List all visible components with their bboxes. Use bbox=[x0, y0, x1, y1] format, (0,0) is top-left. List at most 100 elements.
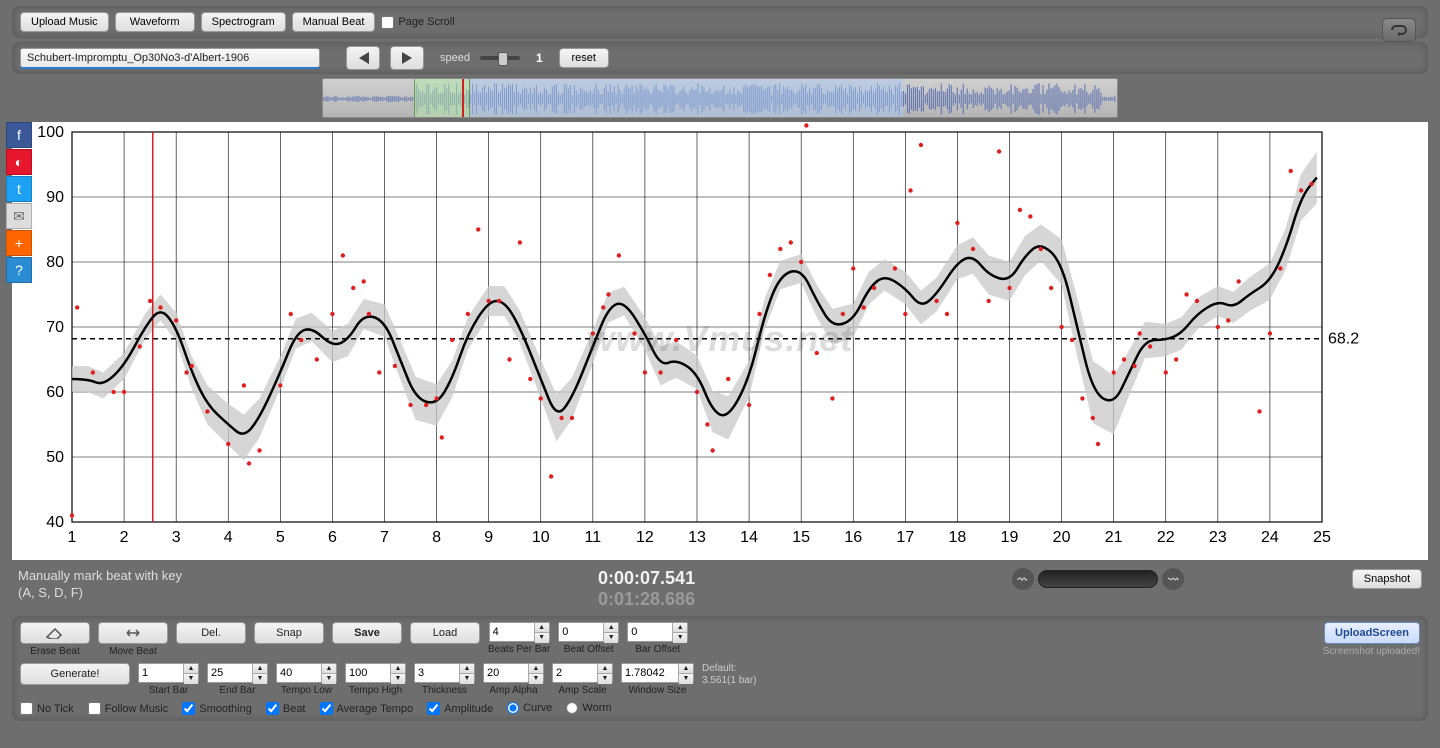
bottom-toolbar: Erase Beat Move Beat Del. Snap Save Load… bbox=[12, 616, 1428, 721]
generate-button[interactable]: Generate! bbox=[20, 663, 130, 685]
svg-text:24: 24 bbox=[1261, 529, 1279, 546]
smoothing-checkbox[interactable]: Smoothing bbox=[182, 702, 252, 715]
svg-text:18: 18 bbox=[949, 529, 967, 546]
manual-beat-button[interactable]: Manual Beat bbox=[292, 12, 376, 32]
svg-text:50: 50 bbox=[46, 449, 64, 466]
volume-right-icon bbox=[1162, 568, 1184, 590]
window-size-input[interactable]: ▲▼ bbox=[621, 663, 694, 683]
svg-text:60: 60 bbox=[46, 384, 64, 401]
save-button[interactable]: Save bbox=[332, 622, 402, 644]
amplitude-checkbox[interactable]: Amplitude bbox=[427, 702, 493, 715]
load-button[interactable]: Load bbox=[410, 622, 480, 644]
svg-text:23: 23 bbox=[1209, 529, 1227, 546]
move-beat-button[interactable] bbox=[98, 622, 168, 644]
volume-slider[interactable] bbox=[1038, 570, 1158, 588]
tempo-high-input[interactable]: ▲▼ bbox=[345, 663, 406, 683]
beats-per-bar-input[interactable]: ▲▼ bbox=[489, 622, 550, 642]
hint-line2: (A, S, D, F) bbox=[18, 585, 438, 602]
svg-text:80: 80 bbox=[46, 254, 64, 271]
svg-text:6: 6 bbox=[328, 529, 337, 546]
beat-offset-group: ▲▼ Beat Offset bbox=[558, 622, 619, 655]
start-bar-input[interactable]: ▲▼ bbox=[138, 663, 199, 683]
svg-text:12: 12 bbox=[636, 529, 654, 546]
svg-text:90: 90 bbox=[46, 189, 64, 206]
tempo-chart: f◐t✉+? 123456789101112131415161718192021… bbox=[12, 122, 1428, 560]
svg-text:14: 14 bbox=[740, 529, 758, 546]
end-bar-input[interactable]: ▲▼ bbox=[207, 663, 268, 683]
play-button[interactable] bbox=[390, 46, 424, 70]
time-current: 0:00:07.541 bbox=[598, 568, 695, 589]
speed-value: 1 bbox=[536, 51, 543, 65]
default-label: Default: bbox=[702, 663, 756, 675]
volume-widget[interactable]: Snapshot bbox=[1012, 568, 1422, 590]
svg-text:17: 17 bbox=[896, 529, 914, 546]
overview-playhead[interactable] bbox=[462, 79, 464, 117]
snap-button[interactable]: Snap bbox=[254, 622, 324, 644]
bar-offset-group: ▲▼ Bar Offset bbox=[627, 622, 688, 655]
default-value: 3.561(1 bar) bbox=[702, 675, 756, 687]
svg-text:22: 22 bbox=[1157, 529, 1175, 546]
prev-button[interactable] bbox=[346, 46, 380, 70]
bar-offset-input[interactable]: ▲▼ bbox=[627, 622, 688, 642]
avg-tempo-checkbox[interactable]: Average Tempo bbox=[320, 702, 414, 715]
facebook-icon[interactable]: f bbox=[6, 122, 32, 148]
svg-text:13: 13 bbox=[688, 529, 706, 546]
del-button[interactable]: Del. bbox=[176, 622, 246, 644]
spectrogram-button[interactable]: Spectrogram bbox=[201, 12, 286, 32]
svg-text:9: 9 bbox=[484, 529, 493, 546]
beat-offset-input[interactable]: ▲▼ bbox=[558, 622, 619, 642]
speed-slider[interactable] bbox=[480, 56, 520, 60]
waveform-button[interactable]: Waveform bbox=[115, 12, 195, 32]
snapshot-button[interactable]: Snapshot bbox=[1352, 569, 1422, 589]
svg-text:20: 20 bbox=[1053, 529, 1071, 546]
move-beat-label: Move Beat bbox=[109, 646, 157, 657]
share-icon[interactable]: + bbox=[6, 230, 32, 256]
svg-text:8: 8 bbox=[432, 529, 441, 546]
chart-svg: 1234567891011121314151617181920212223242… bbox=[12, 122, 1404, 560]
hint-line1: Manually mark beat with key bbox=[18, 568, 438, 585]
page-scroll-label: Page Scroll bbox=[398, 16, 454, 28]
svg-text:1: 1 bbox=[68, 529, 77, 546]
help-icon[interactable]: ? bbox=[6, 257, 32, 283]
follow-music-checkbox[interactable]: Follow Music bbox=[88, 702, 169, 715]
amp-scale-input[interactable]: ▲▼ bbox=[552, 663, 613, 683]
erase-beat-button[interactable] bbox=[20, 622, 90, 644]
speed-label: speed bbox=[440, 52, 470, 64]
upload-music-button[interactable]: Upload Music bbox=[20, 12, 109, 32]
amp-alpha-input[interactable]: ▲▼ bbox=[483, 663, 544, 683]
page-scroll-checkbox[interactable]: Page Scroll bbox=[381, 16, 454, 29]
svg-text:7: 7 bbox=[380, 529, 389, 546]
loop-icon[interactable] bbox=[1382, 18, 1416, 42]
volume-left-icon bbox=[1012, 568, 1034, 590]
filename-field[interactable]: Schubert-Impromptu_Op30No3-d'Albert-1906 bbox=[20, 48, 320, 68]
beats-per-bar-group: ▲▼ Beats Per Bar bbox=[488, 622, 550, 655]
svg-text:16: 16 bbox=[844, 529, 862, 546]
mail-icon[interactable]: ✉ bbox=[6, 203, 32, 229]
playback-bar: Schubert-Impromptu_Op30No3-d'Albert-1906… bbox=[12, 42, 1428, 74]
svg-text:4: 4 bbox=[224, 529, 233, 546]
status-bar: Manually mark beat with key (A, S, D, F)… bbox=[12, 564, 1428, 612]
curve-radio[interactable]: Curve bbox=[507, 702, 552, 714]
svg-text:19: 19 bbox=[1001, 529, 1019, 546]
svg-text:5: 5 bbox=[276, 529, 285, 546]
twitter-icon[interactable]: t bbox=[6, 176, 32, 202]
reset-button[interactable]: reset bbox=[559, 48, 609, 68]
top-toolbar: Upload Music Waveform Spectrogram Manual… bbox=[12, 6, 1428, 38]
social-sidebar: f◐t✉+? bbox=[6, 122, 34, 283]
svg-text:10: 10 bbox=[532, 529, 550, 546]
beat-checkbox[interactable]: Beat bbox=[266, 702, 306, 715]
svg-text:68.2: 68.2 bbox=[1328, 331, 1359, 348]
thickness-input[interactable]: ▲▼ bbox=[414, 663, 475, 683]
upload-screen-button[interactable]: UploadScreen bbox=[1324, 622, 1420, 644]
weibo-icon[interactable]: ◐ bbox=[6, 149, 32, 175]
worm-radio[interactable]: Worm bbox=[566, 702, 611, 714]
svg-text:15: 15 bbox=[792, 529, 810, 546]
tempo-low-input[interactable]: ▲▼ bbox=[276, 663, 337, 683]
no-tick-checkbox[interactable]: No Tick bbox=[20, 702, 74, 715]
waveform-overview[interactable] bbox=[322, 78, 1118, 118]
svg-text:70: 70 bbox=[46, 319, 64, 336]
svg-text:21: 21 bbox=[1105, 529, 1123, 546]
svg-text:11: 11 bbox=[585, 529, 602, 546]
svg-text:3: 3 bbox=[172, 529, 181, 546]
svg-text:40: 40 bbox=[46, 514, 64, 531]
